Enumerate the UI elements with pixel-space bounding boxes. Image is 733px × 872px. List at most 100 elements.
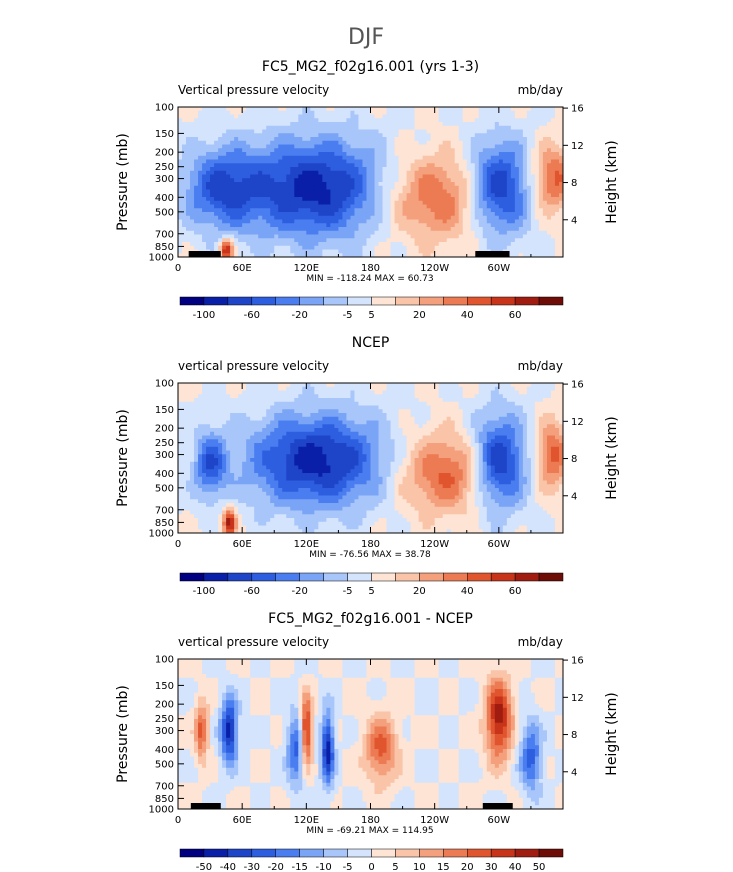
field-cell [254,409,259,414]
field-cell [254,401,259,407]
field-cell [310,170,315,176]
field-cell [214,174,219,179]
field-cell [298,110,303,116]
field-cell [202,484,207,489]
field-cell [462,129,468,134]
field-cell [418,204,424,209]
field-cell [230,122,235,127]
field-cell [318,159,323,164]
field-cell [214,182,219,187]
field-cell [302,242,307,247]
field-cell [430,140,436,146]
field-cell [538,137,544,142]
field-cell [302,152,307,157]
field-cell [430,118,436,123]
field-cell [238,420,243,425]
field-cell [258,167,263,172]
field-cell [242,223,247,228]
field-cell [274,390,279,395]
field-cell [254,450,259,455]
field-cell [426,234,432,239]
field-cell [194,473,199,478]
field-cell [366,208,372,213]
field-cell [486,193,492,198]
field-cell [214,401,219,407]
field-cell [394,137,400,142]
field-cell [222,443,227,448]
field-cell [278,159,283,164]
field-cell [338,107,344,112]
field-cell [406,170,412,176]
field-cell [278,521,283,527]
field-cell [318,140,323,146]
field-cell [262,480,267,485]
field-cell [218,491,223,497]
field-cell [446,159,452,164]
field-cell [358,129,364,134]
field-cell [530,133,536,138]
field-cell [498,110,504,116]
field-cell [198,428,203,433]
field-cell [462,227,468,232]
field-cell [426,219,432,224]
field-cell [206,245,211,251]
field-cell [278,480,283,485]
field-cell [282,405,287,410]
field-cell [478,223,484,228]
field-cell [506,200,512,206]
field-cell [194,118,199,123]
field-cell [426,144,432,149]
field-cell [186,484,191,489]
field-cell [306,193,311,198]
field-cell [230,125,235,131]
field-cell [446,118,452,123]
field-cell [242,420,247,425]
field-cell [518,144,524,149]
field-cell [466,197,472,202]
field-cell [254,208,259,213]
field-cell [454,193,460,198]
field-cell [178,242,183,247]
field-cell [282,200,287,206]
field-cell [526,238,532,243]
field-cell [342,144,348,149]
field-cell [258,510,263,515]
field-cell [222,144,227,149]
field-cell [186,234,191,239]
field-cell [278,398,283,403]
field-cell [378,245,384,251]
field-cell [186,390,191,395]
field-cell [438,238,444,243]
field-cell [370,159,376,164]
field-cell [270,529,275,533]
field-cell [210,152,215,157]
field-cell [314,133,319,138]
field-cell [190,514,195,519]
field-cell [242,118,247,123]
field-cell [270,525,275,530]
field-cell [210,193,215,198]
field-cell [478,193,484,198]
field-cell [178,189,183,194]
field-cell [186,189,191,194]
field-cell [258,125,263,131]
field-cell [362,193,368,198]
field-cell [410,227,416,232]
field-cell [182,431,187,437]
field-cell [206,200,211,206]
field-cell [262,401,267,407]
field-cell [558,122,563,127]
field-cell [246,431,251,437]
field-cell [486,133,492,138]
colorbar-cell [419,296,444,306]
field-cell [186,223,191,228]
field-cell [254,420,259,425]
field-cell [282,401,287,407]
field-cell [378,212,384,217]
field-cell [218,401,223,407]
field-cell [282,110,287,116]
field-cell [262,163,267,168]
field-cell [370,107,376,112]
field-cell [258,454,263,459]
field-cell [218,409,223,414]
